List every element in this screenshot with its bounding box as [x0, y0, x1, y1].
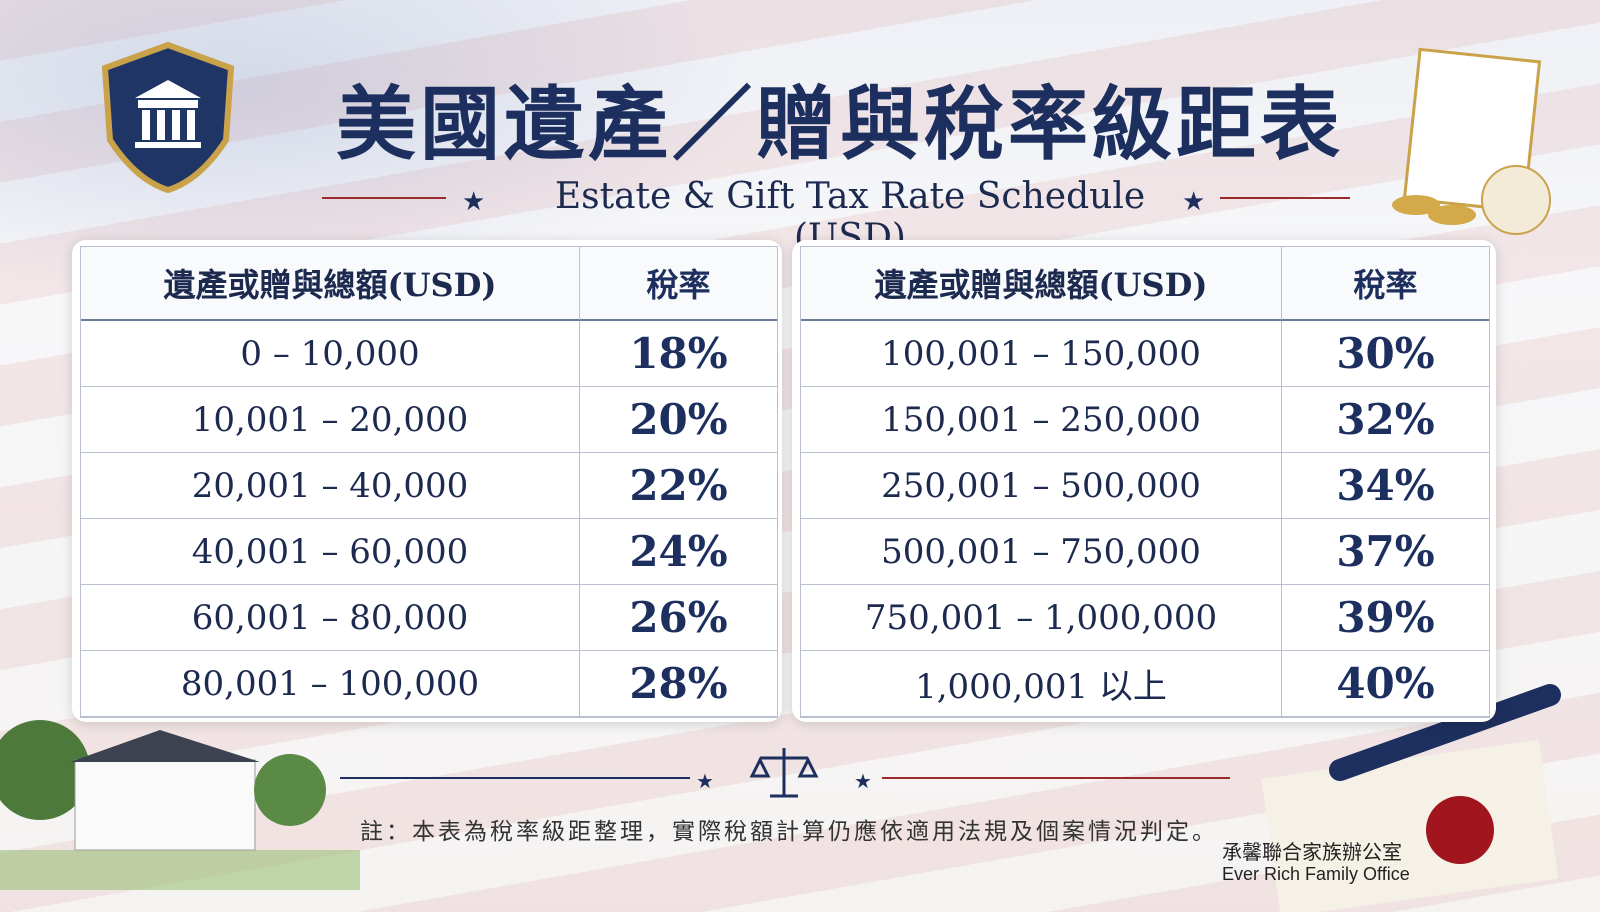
amount-range: 60,001 – 80,000 [81, 585, 579, 651]
brand-name-en: Ever Rich Family Office [1222, 864, 1410, 884]
amount-range: 500,001 – 750,000 [801, 519, 1281, 585]
tax-rate: 37% [1281, 519, 1489, 585]
column-header: 遺產或贈與總額(USD) [81, 247, 579, 321]
title: 美國遺產／贈與稅率級距表 [336, 77, 1344, 171]
tax-rate: 22% [579, 453, 777, 519]
amount-range: 750,001 – 1,000,000 [801, 585, 1281, 651]
star: ★ [696, 769, 714, 793]
star: ★ [462, 187, 485, 217]
tax-rate: 26% [579, 585, 777, 651]
tax-rate: 28% [579, 651, 777, 717]
tax-rate: 20% [579, 387, 777, 453]
table: 遺產或贈與總額(USD) 稅率 0 – 10,000 18% 10,001 – 20,0… [80, 246, 778, 718]
shield-icon [101, 41, 235, 194]
tax-rate: 32% [1281, 387, 1489, 453]
tax-rate: 24% [579, 519, 777, 585]
amount-range: 250,001 – 500,000 [801, 453, 1281, 519]
amount-range: 150,001 – 250,000 [801, 387, 1281, 453]
column-header: 稅率 [1281, 247, 1489, 321]
tax-rate: 30% [1281, 321, 1489, 387]
house-illustration [0, 720, 360, 890]
table: 遺產或贈與總額(USD) 稅率 100,001 – 150,000 30% 150,00… [800, 246, 1490, 718]
amount-range: 10,001 – 20,000 [81, 387, 579, 453]
amount-range: 80,001 – 100,000 [81, 651, 579, 717]
footnote: 註：本表為稅率級距整理，實際稅額計算仍應依適用法規及個案情況判定。 [360, 819, 1218, 845]
amount-range: 0 – 10,000 [81, 321, 579, 387]
tax-rate: 40% [1281, 651, 1489, 717]
tax-rate: 34% [1281, 453, 1489, 519]
tax-rate: 39% [1281, 585, 1489, 651]
column-header: 稅率 [579, 247, 777, 321]
amount-range: 20,001 – 40,000 [81, 453, 579, 519]
star: ★ [1182, 187, 1205, 217]
amount-range: 100,001 – 150,000 [801, 321, 1281, 387]
column-header: 遺產或贈與總額(USD) [801, 247, 1281, 321]
tax-rate: 18% [579, 321, 777, 387]
amount-range: 1,000,001 以上 [801, 651, 1281, 717]
tax-document-illustration [1392, 47, 1551, 235]
amount-range: 40,001 – 60,000 [81, 519, 579, 585]
pen-illustration [1261, 684, 1561, 912]
scales-icon [749, 748, 819, 798]
brand-name: 承馨聯合家族辦公室 [1222, 840, 1402, 864]
star: ★ [854, 769, 872, 793]
